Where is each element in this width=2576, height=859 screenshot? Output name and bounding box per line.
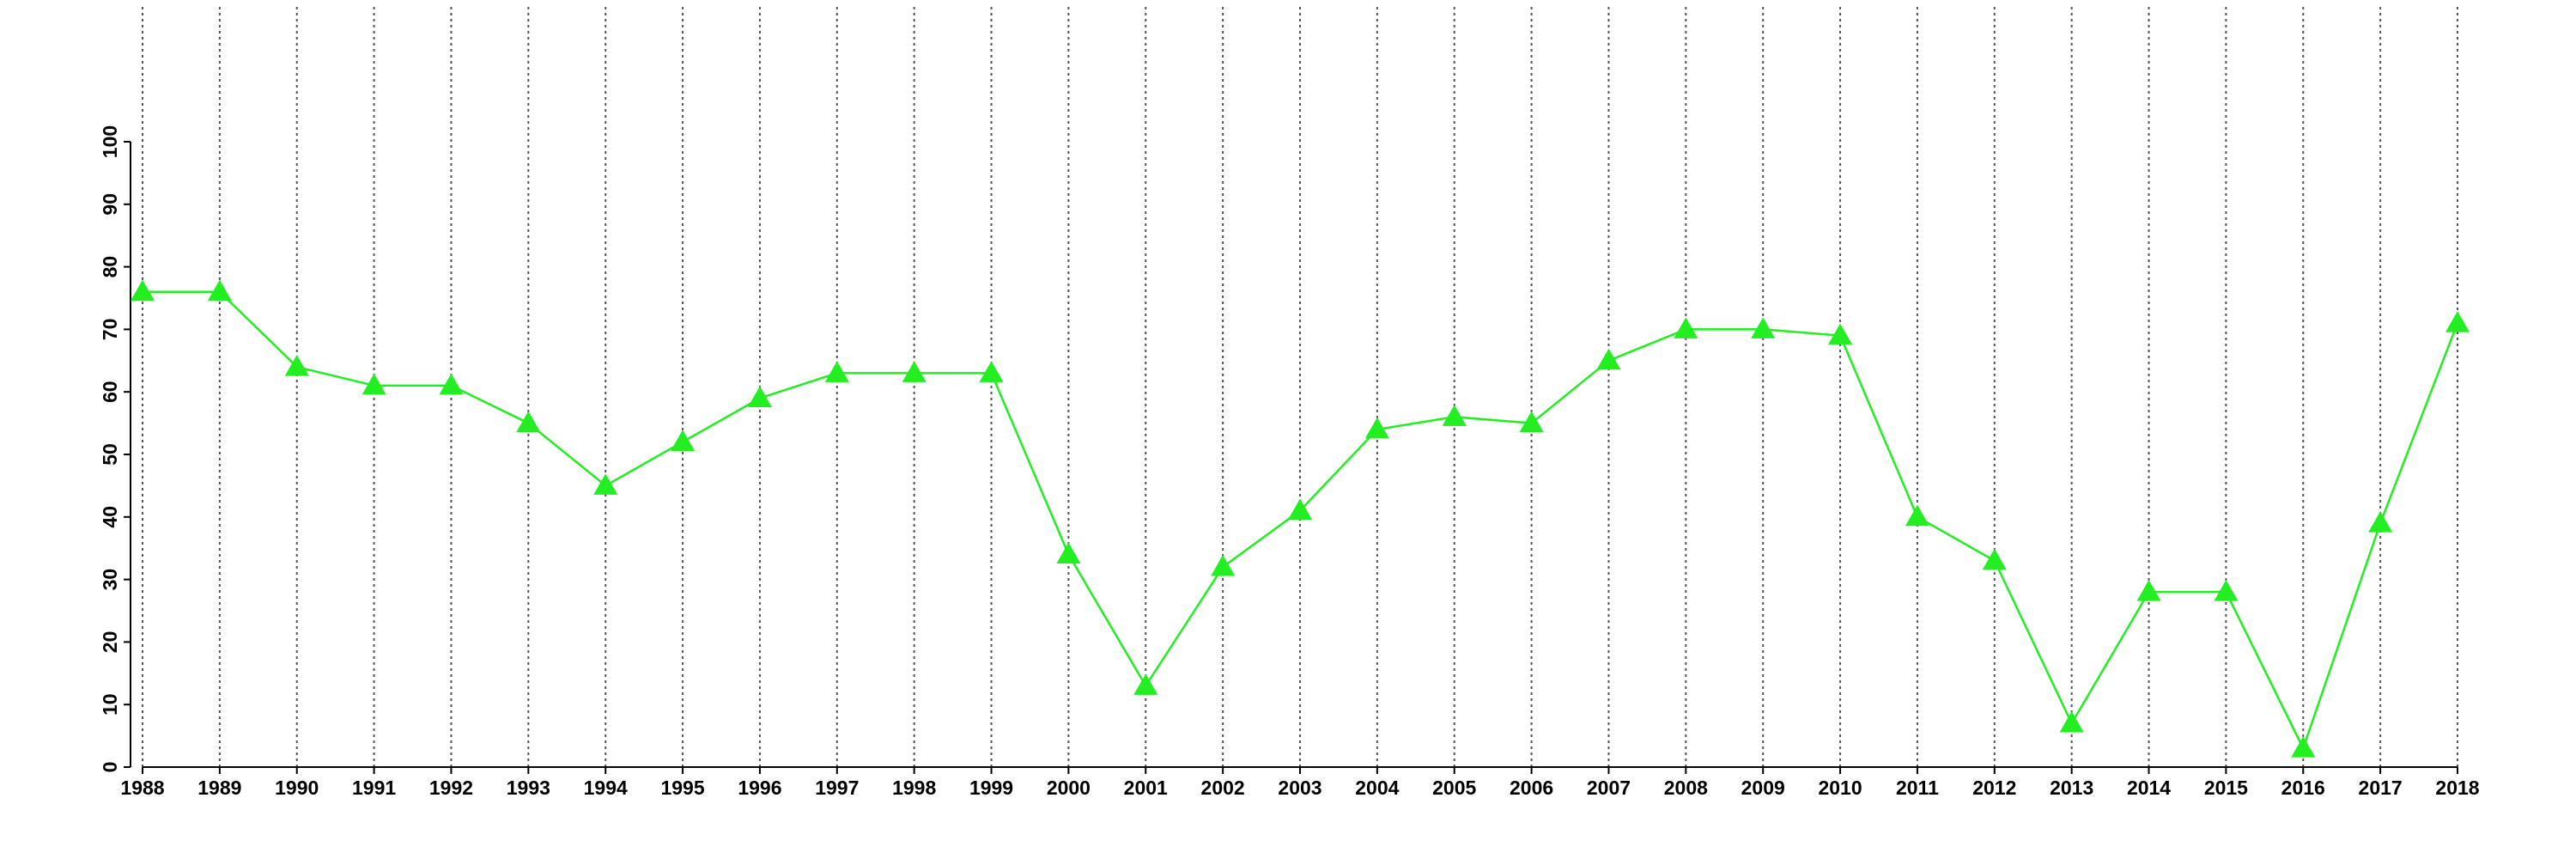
x-tick-label: 1993 (507, 777, 550, 799)
y-tick-label: 100 (99, 125, 121, 158)
data-point (284, 355, 309, 376)
x-tick-label: 1997 (815, 777, 859, 799)
x-tick-label: 2015 (2204, 777, 2248, 799)
x-tick-label: 2009 (1741, 777, 1785, 799)
y-tick-label: 50 (99, 443, 121, 466)
x-tick-label: 2001 (1124, 777, 1168, 799)
y-tick-label: 80 (99, 256, 121, 278)
y-tick-label: 10 (99, 693, 121, 716)
data-point (516, 411, 541, 433)
data-point (1982, 548, 2007, 570)
data-point (1519, 411, 1544, 433)
y-tick-label: 70 (99, 319, 121, 341)
x-tick-label: 2006 (1510, 777, 1553, 799)
x-tick-label: 2018 (2435, 777, 2479, 799)
data-point (207, 279, 232, 302)
x-tick-label: 1999 (969, 777, 1013, 799)
data-point (747, 386, 772, 407)
data-point (1828, 323, 1853, 345)
data-point (1364, 417, 1389, 439)
data-point (671, 430, 696, 451)
y-tick-label: 20 (99, 631, 121, 654)
x-tick-label: 2005 (1432, 777, 1476, 799)
y-tick-label: 60 (99, 381, 121, 403)
data-point (1056, 542, 1081, 564)
x-tick-label: 2014 (2127, 777, 2171, 799)
data-point (1133, 673, 1158, 695)
data-point (1211, 555, 1236, 576)
data-point (1288, 498, 1312, 521)
x-tick-label: 2017 (2359, 777, 2403, 799)
data-point (2291, 736, 2316, 758)
y-tick-label: 40 (99, 506, 121, 528)
y-tick-label: 30 (99, 569, 121, 591)
data-point (2136, 580, 2161, 601)
data-point (2214, 580, 2239, 601)
data-point (979, 361, 1004, 382)
y-tick-label: 90 (99, 193, 121, 216)
x-tick-label: 1996 (738, 777, 781, 799)
data-point (1905, 504, 1929, 527)
data-point (1751, 317, 1776, 338)
x-tick-label: 2012 (1972, 777, 2016, 799)
x-tick-label: 2002 (1201, 777, 1245, 799)
x-tick-label: 1991 (352, 777, 396, 799)
x-tick-label: 2013 (2050, 777, 2093, 799)
data-point (2059, 711, 2084, 733)
x-tick-label: 2010 (1818, 777, 1862, 799)
data-point (593, 473, 618, 495)
x-tick-label: 2007 (1587, 777, 1631, 799)
data-point (902, 361, 927, 382)
x-tick-label: 2008 (1664, 777, 1708, 799)
data-point (2445, 311, 2470, 332)
data-point (1596, 348, 1621, 370)
data-point (439, 373, 464, 395)
x-tick-label: 1998 (892, 777, 936, 799)
y-tick-label: 0 (99, 762, 121, 773)
x-tick-label: 2004 (1355, 777, 1399, 799)
x-tick-label: 1995 (660, 777, 704, 799)
x-tick-label: 2003 (1278, 777, 1321, 799)
data-point (131, 279, 155, 302)
x-tick-label: 2000 (1047, 777, 1091, 799)
data-point (2368, 511, 2393, 533)
x-tick-label: 1994 (584, 777, 628, 799)
x-tick-label: 2016 (2281, 777, 2325, 799)
x-tick-label: 1990 (275, 777, 319, 799)
x-tick-label: 1992 (429, 777, 473, 799)
x-tick-label: 1989 (197, 777, 241, 799)
data-point (824, 361, 849, 382)
data-point (1442, 405, 1467, 426)
data-point (1674, 317, 1698, 338)
x-tick-label: 2011 (1896, 777, 1939, 799)
data-point (361, 373, 386, 395)
x-tick-label: 1988 (120, 777, 164, 799)
